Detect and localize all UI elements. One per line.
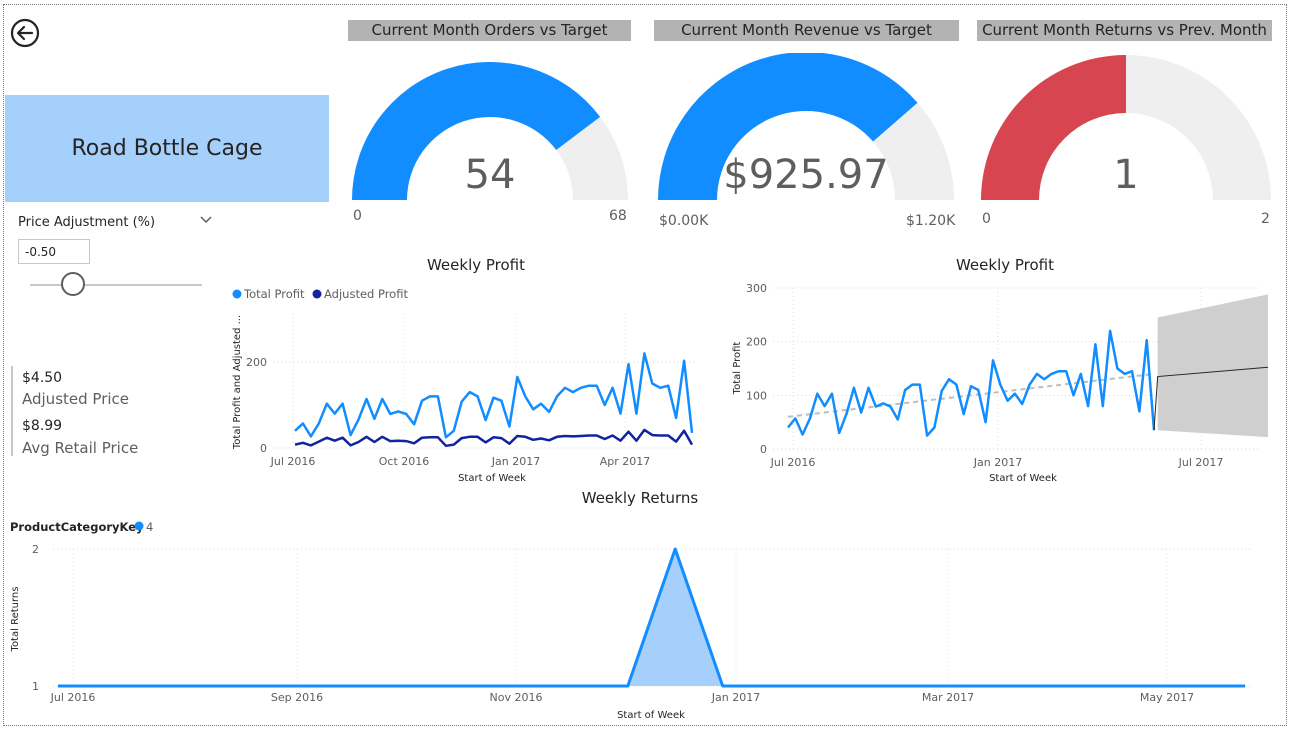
trend-line	[787, 372, 1155, 418]
x-tick-label: Jan 2017	[973, 456, 1022, 469]
price-adjustment-input[interactable]	[18, 239, 90, 264]
x-tick-label: Jul 2016	[50, 691, 96, 704]
y-tick-label: 2	[32, 543, 39, 556]
x-tick-label: Jul 2017	[1178, 456, 1224, 469]
x-tick-label: Apr 2017	[600, 455, 651, 468]
gauge-revenue-value: $925.97	[723, 152, 889, 198]
avg-retail-price-label: Avg Retail Price	[22, 439, 139, 457]
weekly-returns-title: Weekly Returns	[581, 489, 699, 507]
gauge-revenue	[658, 53, 954, 200]
gauge-returns-max: 2	[1261, 211, 1270, 227]
x-tick-label: Jul 2016	[270, 455, 316, 468]
chevron-down-icon[interactable]	[198, 213, 214, 227]
gauge-fill	[981, 55, 1126, 200]
adjusted-price-value: $4.50	[22, 370, 63, 386]
y-tick-label: 100	[746, 389, 767, 402]
x-tick-label: Jan 2017	[491, 455, 540, 468]
report-canvas	[3, 4, 1287, 726]
series-line	[787, 329, 1156, 437]
weekly-profit-chart: Total Profit Adjusted Profit 0 200 Jul 2016 O…	[232, 287, 696, 484]
legend-marker	[134, 521, 144, 531]
gauge-orders-min: 0	[353, 208, 362, 224]
legend-marker	[232, 289, 242, 299]
gauge-orders-title: Current Month Orders vs Target	[348, 20, 631, 41]
gauge-revenue-max: $1.20K	[906, 213, 956, 229]
back-arrow-icon[interactable]	[10, 18, 40, 48]
legend-label: Adjusted Profit	[324, 287, 408, 301]
x-tick-label: Sep 2016	[271, 691, 323, 704]
gauge-returns-title: Current Month Returns vs Prev. Month	[977, 20, 1272, 41]
adjusted-price-label: Adjusted Price	[22, 390, 129, 408]
gauge-fill	[352, 61, 601, 200]
price-adjustment-slider-track[interactable]	[30, 284, 202, 286]
price-adjustment-title: Price Adjustment (%)	[18, 215, 156, 230]
gauge-revenue-min: $0.00K	[659, 213, 709, 229]
y-tick-label: 200	[746, 336, 767, 349]
kpi-divider	[11, 366, 13, 456]
legend-label: Total Profit	[243, 287, 305, 301]
gauge-orders-value: 54	[464, 152, 516, 198]
weekly-profit-forecast-chart: 0 100 200 300 Jul 2016 Jan 2017 Jul 2017 Start …	[732, 282, 1268, 484]
legend-label: 4	[146, 520, 153, 534]
x-tick-label: Jul 2016	[770, 456, 816, 469]
x-axis-title: Start of Week	[989, 473, 1057, 484]
weekly-returns-chart: ProductCategoryKey 4 1 2 Jul 2016 Sep 2016 Nov…	[10, 520, 1250, 721]
y-axis-title: Total Returns	[10, 587, 21, 653]
gauge-revenue-title: Current Month Revenue vs Target	[654, 20, 959, 41]
x-tick-label: May 2017	[1140, 691, 1194, 704]
x-tick-label: Oct 2016	[379, 455, 430, 468]
y-tick-label: 200	[246, 356, 267, 369]
x-tick-label: Nov 2016	[490, 691, 543, 704]
x-tick-label: Mar 2017	[922, 691, 974, 704]
series-line	[58, 547, 1245, 688]
gauge-fill	[658, 53, 918, 200]
gauge-returns	[981, 55, 1271, 200]
product-name: Road Bottle Cage	[71, 136, 263, 161]
legend-marker	[312, 289, 322, 299]
y-tick-label: 0	[260, 442, 267, 455]
y-tick-label: 1	[32, 680, 39, 693]
series-line	[294, 428, 694, 448]
legend-title: ProductCategoryKey	[10, 520, 144, 534]
x-axis-title: Start of Week	[617, 710, 685, 721]
y-axis-title: Total Profit	[732, 342, 743, 396]
avg-retail-price-value: $8.99	[22, 418, 63, 434]
y-tick-label: 300	[746, 282, 767, 295]
y-tick-label: 0	[760, 443, 767, 456]
series-line	[294, 352, 694, 439]
product-name-card: Road Bottle Cage	[5, 95, 329, 202]
x-axis-title: Start of Week	[458, 473, 526, 484]
x-tick-label: Jan 2017	[711, 691, 760, 704]
weekly-profit-title: Weekly Profit	[426, 256, 526, 274]
gauge-orders	[352, 61, 628, 200]
gauge-returns-min: 0	[982, 211, 991, 227]
forecast-band	[1157, 294, 1268, 438]
price-adjustment-slider-thumb[interactable]	[61, 272, 85, 296]
y-axis-title: Total Profit and Adjusted ...	[232, 315, 243, 450]
weekly-profit-forecast-title: Weekly Profit	[955, 256, 1055, 274]
gauge-returns-value: 1	[1113, 152, 1139, 198]
gauge-orders-max: 68	[609, 208, 627, 224]
forecast-line	[1153, 366, 1268, 431]
